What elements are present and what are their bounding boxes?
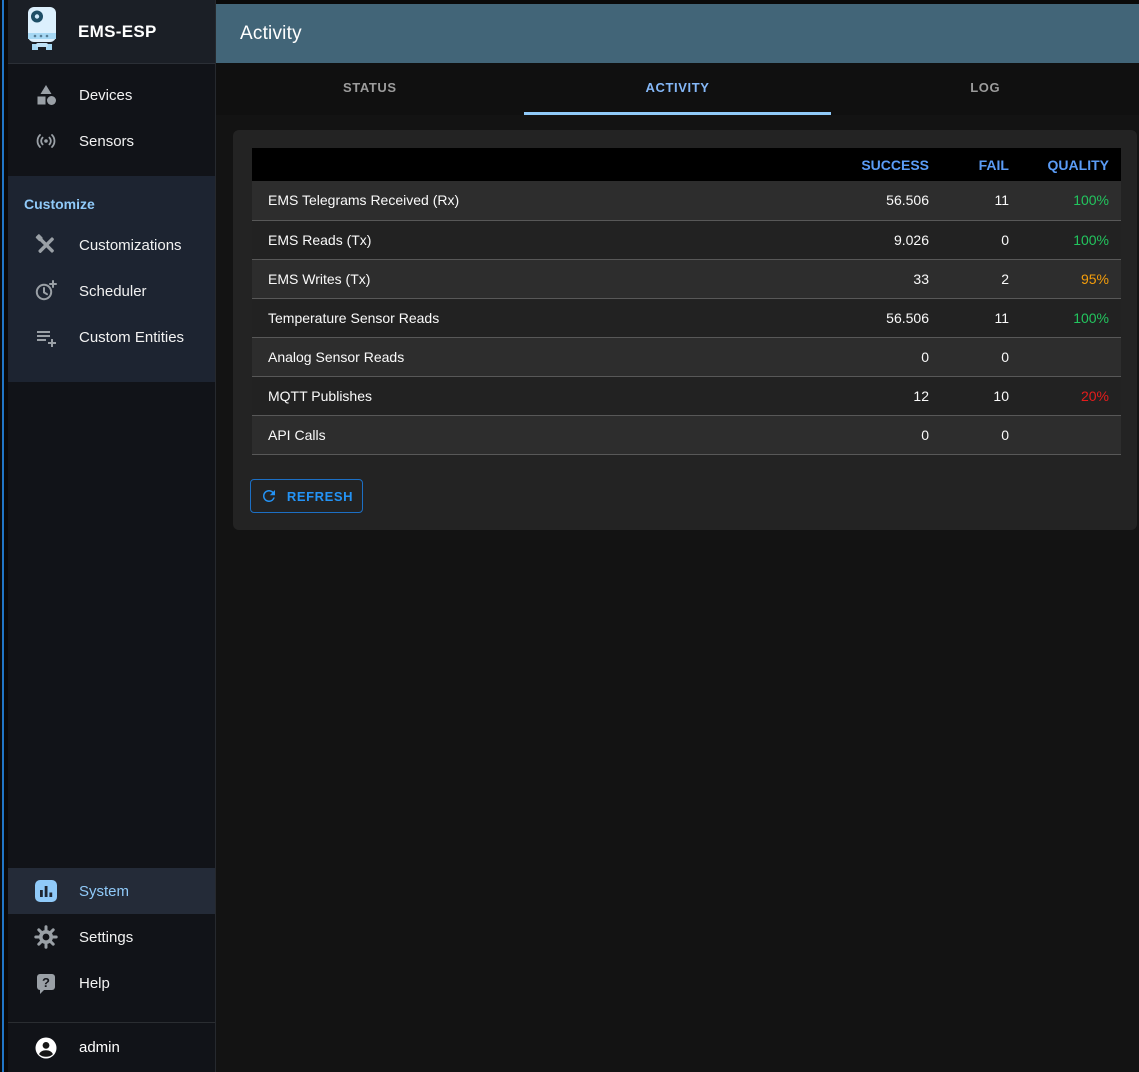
activity-table: SUCCESS FAIL QUALITY EMS Telegrams Recei… xyxy=(252,148,1121,455)
column-header-quality: QUALITY xyxy=(1021,148,1121,181)
live-help-icon: ? xyxy=(34,971,58,995)
main-area: Activity STATUS ACTIVITY LOG SUCCESS FAI… xyxy=(216,0,1139,1072)
tab-bar: STATUS ACTIVITY LOG xyxy=(216,63,1139,115)
row-quality-cell: 100% xyxy=(1021,220,1121,260)
row-success-cell: 9.026 xyxy=(831,220,941,260)
account-circle-icon xyxy=(34,1036,58,1060)
sidebar: EMS-ESP Devices xyxy=(8,0,216,1072)
sensors-icon xyxy=(34,129,58,153)
tab-activity[interactable]: ACTIVITY xyxy=(523,63,832,115)
row-success-cell: 56.506 xyxy=(831,298,941,338)
sidebar-item-system[interactable]: System xyxy=(8,868,215,914)
boiler-logo-icon xyxy=(24,6,60,57)
table-row: Temperature Sensor Reads 56.506 11 100% xyxy=(252,298,1121,338)
svg-text:?: ? xyxy=(42,975,50,990)
section-title: Customize xyxy=(24,196,95,212)
sidebar-bottom-nav: System Settings xyxy=(8,868,215,1072)
row-quality-cell: 100% xyxy=(1021,181,1121,221)
table-row: EMS Reads (Tx) 9.026 0 100% xyxy=(252,220,1121,260)
table-row: API Calls 0 0 xyxy=(252,415,1121,455)
table-row: Analog Sensor Reads 0 0 xyxy=(252,337,1121,377)
appbar: Activity xyxy=(216,4,1139,63)
playlist-add-icon xyxy=(34,325,58,349)
sidebar-item-label: Devices xyxy=(79,86,133,104)
column-header-success: SUCCESS xyxy=(831,148,941,181)
more-time-icon xyxy=(34,279,58,303)
analytics-icon xyxy=(34,879,58,903)
row-quality-cell xyxy=(1021,415,1121,455)
sidebar-item-label: Settings xyxy=(79,928,134,946)
sidebar-item-customizations[interactable]: Customizations xyxy=(8,222,215,268)
tab-log[interactable]: LOG xyxy=(970,80,1001,95)
sidebar-item-label: Customizations xyxy=(79,236,182,254)
row-success-cell: 0 xyxy=(831,337,941,377)
activity-table-body: EMS Telegrams Received (Rx) 56.506 11 10… xyxy=(252,181,1121,455)
row-fail-cell: 11 xyxy=(941,181,1021,221)
sidebar-item-custom-entities[interactable]: Custom Entities xyxy=(8,314,215,360)
activity-card: SUCCESS FAIL QUALITY EMS Telegrams Recei… xyxy=(233,130,1137,530)
row-name-cell: Temperature Sensor Reads xyxy=(252,298,831,338)
username-label: admin xyxy=(79,1039,120,1056)
sidebar-user[interactable]: admin xyxy=(8,1023,215,1072)
sidebar-item-label: System xyxy=(79,882,130,900)
sidebar-item-sensors[interactable]: Sensors xyxy=(8,118,215,164)
sidebar-item-label: Sensors xyxy=(79,132,135,150)
app-title: EMS-ESP xyxy=(78,21,157,41)
page-title: Activity xyxy=(240,22,302,44)
sidebar-item-label: Scheduler xyxy=(79,282,147,300)
row-name-cell: Analog Sensor Reads xyxy=(252,337,831,377)
sidebar-item-settings[interactable]: Settings xyxy=(8,914,215,960)
row-name-cell: API Calls xyxy=(252,415,831,455)
row-fail-cell: 0 xyxy=(941,220,1021,260)
sidebar-item-devices[interactable]: Devices xyxy=(8,72,215,118)
row-success-cell: 0 xyxy=(831,415,941,455)
row-success-cell: 12 xyxy=(831,376,941,416)
row-quality-cell: 100% xyxy=(1021,298,1121,338)
row-success-cell: 33 xyxy=(831,259,941,299)
gear-icon xyxy=(34,925,58,949)
tab-status[interactable]: STATUS xyxy=(343,80,397,95)
row-name-cell: EMS Writes (Tx) xyxy=(252,259,831,299)
refresh-button-label: REFRESH xyxy=(286,488,354,504)
column-header-fail: FAIL xyxy=(941,148,1021,181)
sidebar-item-help[interactable]: ? Help xyxy=(8,960,215,1006)
refresh-button[interactable]: REFRESH xyxy=(250,479,363,513)
sidebar-main-nav: Devices Sensors xyxy=(8,64,215,172)
column-header-name xyxy=(252,148,831,181)
sidebar-item-label: Custom Entities xyxy=(79,328,185,346)
row-fail-cell: 2 xyxy=(941,259,1021,299)
row-name-cell: MQTT Publishes xyxy=(252,376,831,416)
left-edge-accent-line xyxy=(2,0,4,1072)
category-icon xyxy=(34,83,58,107)
row-fail-cell: 0 xyxy=(941,415,1021,455)
sidebar-spacer xyxy=(8,382,215,868)
row-quality-cell: 20% xyxy=(1021,376,1121,416)
table-row: EMS Writes (Tx) 33 2 95% xyxy=(252,259,1121,299)
table-row: EMS Telegrams Received (Rx) 56.506 11 10… xyxy=(252,181,1121,221)
row-quality-cell: 95% xyxy=(1021,259,1121,299)
construction-icon xyxy=(34,233,58,257)
row-quality-cell xyxy=(1021,337,1121,377)
sidebar-customize-section: Customize Customizations xyxy=(8,176,215,382)
sidebar-divider xyxy=(8,1022,215,1023)
row-name-cell: EMS Reads (Tx) xyxy=(252,220,831,260)
row-fail-cell: 11 xyxy=(941,298,1021,338)
row-success-cell: 56.506 xyxy=(831,181,941,221)
row-fail-cell: 10 xyxy=(941,376,1021,416)
refresh-icon xyxy=(260,487,278,505)
row-fail-cell: 0 xyxy=(941,337,1021,377)
table-row: MQTT Publishes 12 10 20% xyxy=(252,376,1121,416)
activity-table-head: SUCCESS FAIL QUALITY xyxy=(252,148,1121,181)
row-name-cell: EMS Telegrams Received (Rx) xyxy=(252,181,831,221)
left-edge-strip xyxy=(0,0,8,1072)
app-logo-row: EMS-ESP xyxy=(8,0,215,64)
sidebar-item-label: Help xyxy=(79,974,110,992)
top-gap xyxy=(216,0,1139,4)
sidebar-item-scheduler[interactable]: Scheduler xyxy=(8,268,215,314)
